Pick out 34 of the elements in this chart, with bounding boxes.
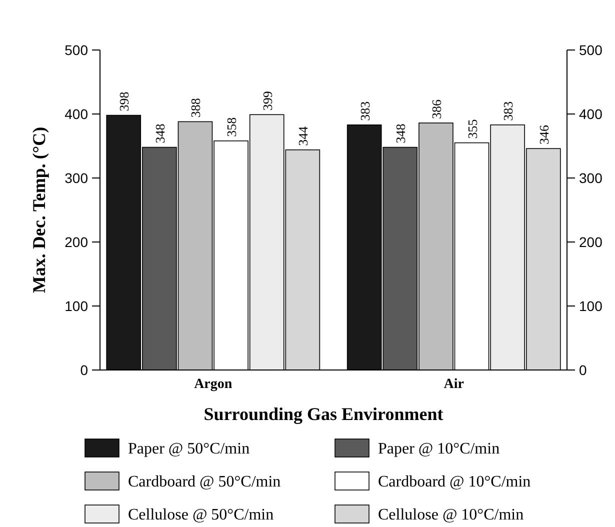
x-tick-label: Air xyxy=(444,377,464,392)
legend-label: Cardboard @ 10°C/min xyxy=(378,474,531,491)
x-axis-title: Surrounding Gas Environment xyxy=(204,404,444,424)
y-tick-label: 100 xyxy=(64,298,88,314)
legend-label: Paper @ 50°C/min xyxy=(128,440,250,458)
y-tick-label: 300 xyxy=(64,170,88,186)
y2-tick-label: 0 xyxy=(579,362,587,378)
data-label: 388 xyxy=(188,98,204,118)
legend-label: Cardboard @ 50°C/min xyxy=(128,474,281,491)
legend-label: Cellulose @ 50°C/min xyxy=(128,506,274,524)
y2-tick-label: 500 xyxy=(579,42,603,58)
y2-tick-label: 300 xyxy=(579,170,603,186)
data-label: 358 xyxy=(224,117,240,137)
data-label: 386 xyxy=(428,98,444,119)
data-label: 383 xyxy=(500,101,516,121)
data-label: 346 xyxy=(536,124,552,145)
y-tick-label: 200 xyxy=(64,234,88,250)
data-label: 348 xyxy=(393,124,408,144)
data-label: 344 xyxy=(296,126,311,146)
y2-tick-label: 400 xyxy=(579,106,603,122)
data-label: 399 xyxy=(260,91,275,111)
legend-label: Paper @ 10°C/min xyxy=(378,440,500,458)
data-label: 355 xyxy=(464,119,480,139)
legend-label: Cellulose @ 10°C/min xyxy=(378,506,524,524)
y-axis-title: Max. Dec. Temp. (°C) xyxy=(29,126,49,294)
data-label: 383 xyxy=(357,101,372,121)
y-tick-label: 500 xyxy=(64,42,88,58)
y-tick-label: 400 xyxy=(64,106,88,122)
x-tick-label: Argon xyxy=(194,377,232,392)
y2-tick-label: 100 xyxy=(579,298,603,314)
y-tick-label: 0 xyxy=(80,362,88,378)
data-label: 348 xyxy=(152,124,168,144)
y2-tick-label: 200 xyxy=(579,234,603,250)
data-label: 398 xyxy=(116,92,132,112)
